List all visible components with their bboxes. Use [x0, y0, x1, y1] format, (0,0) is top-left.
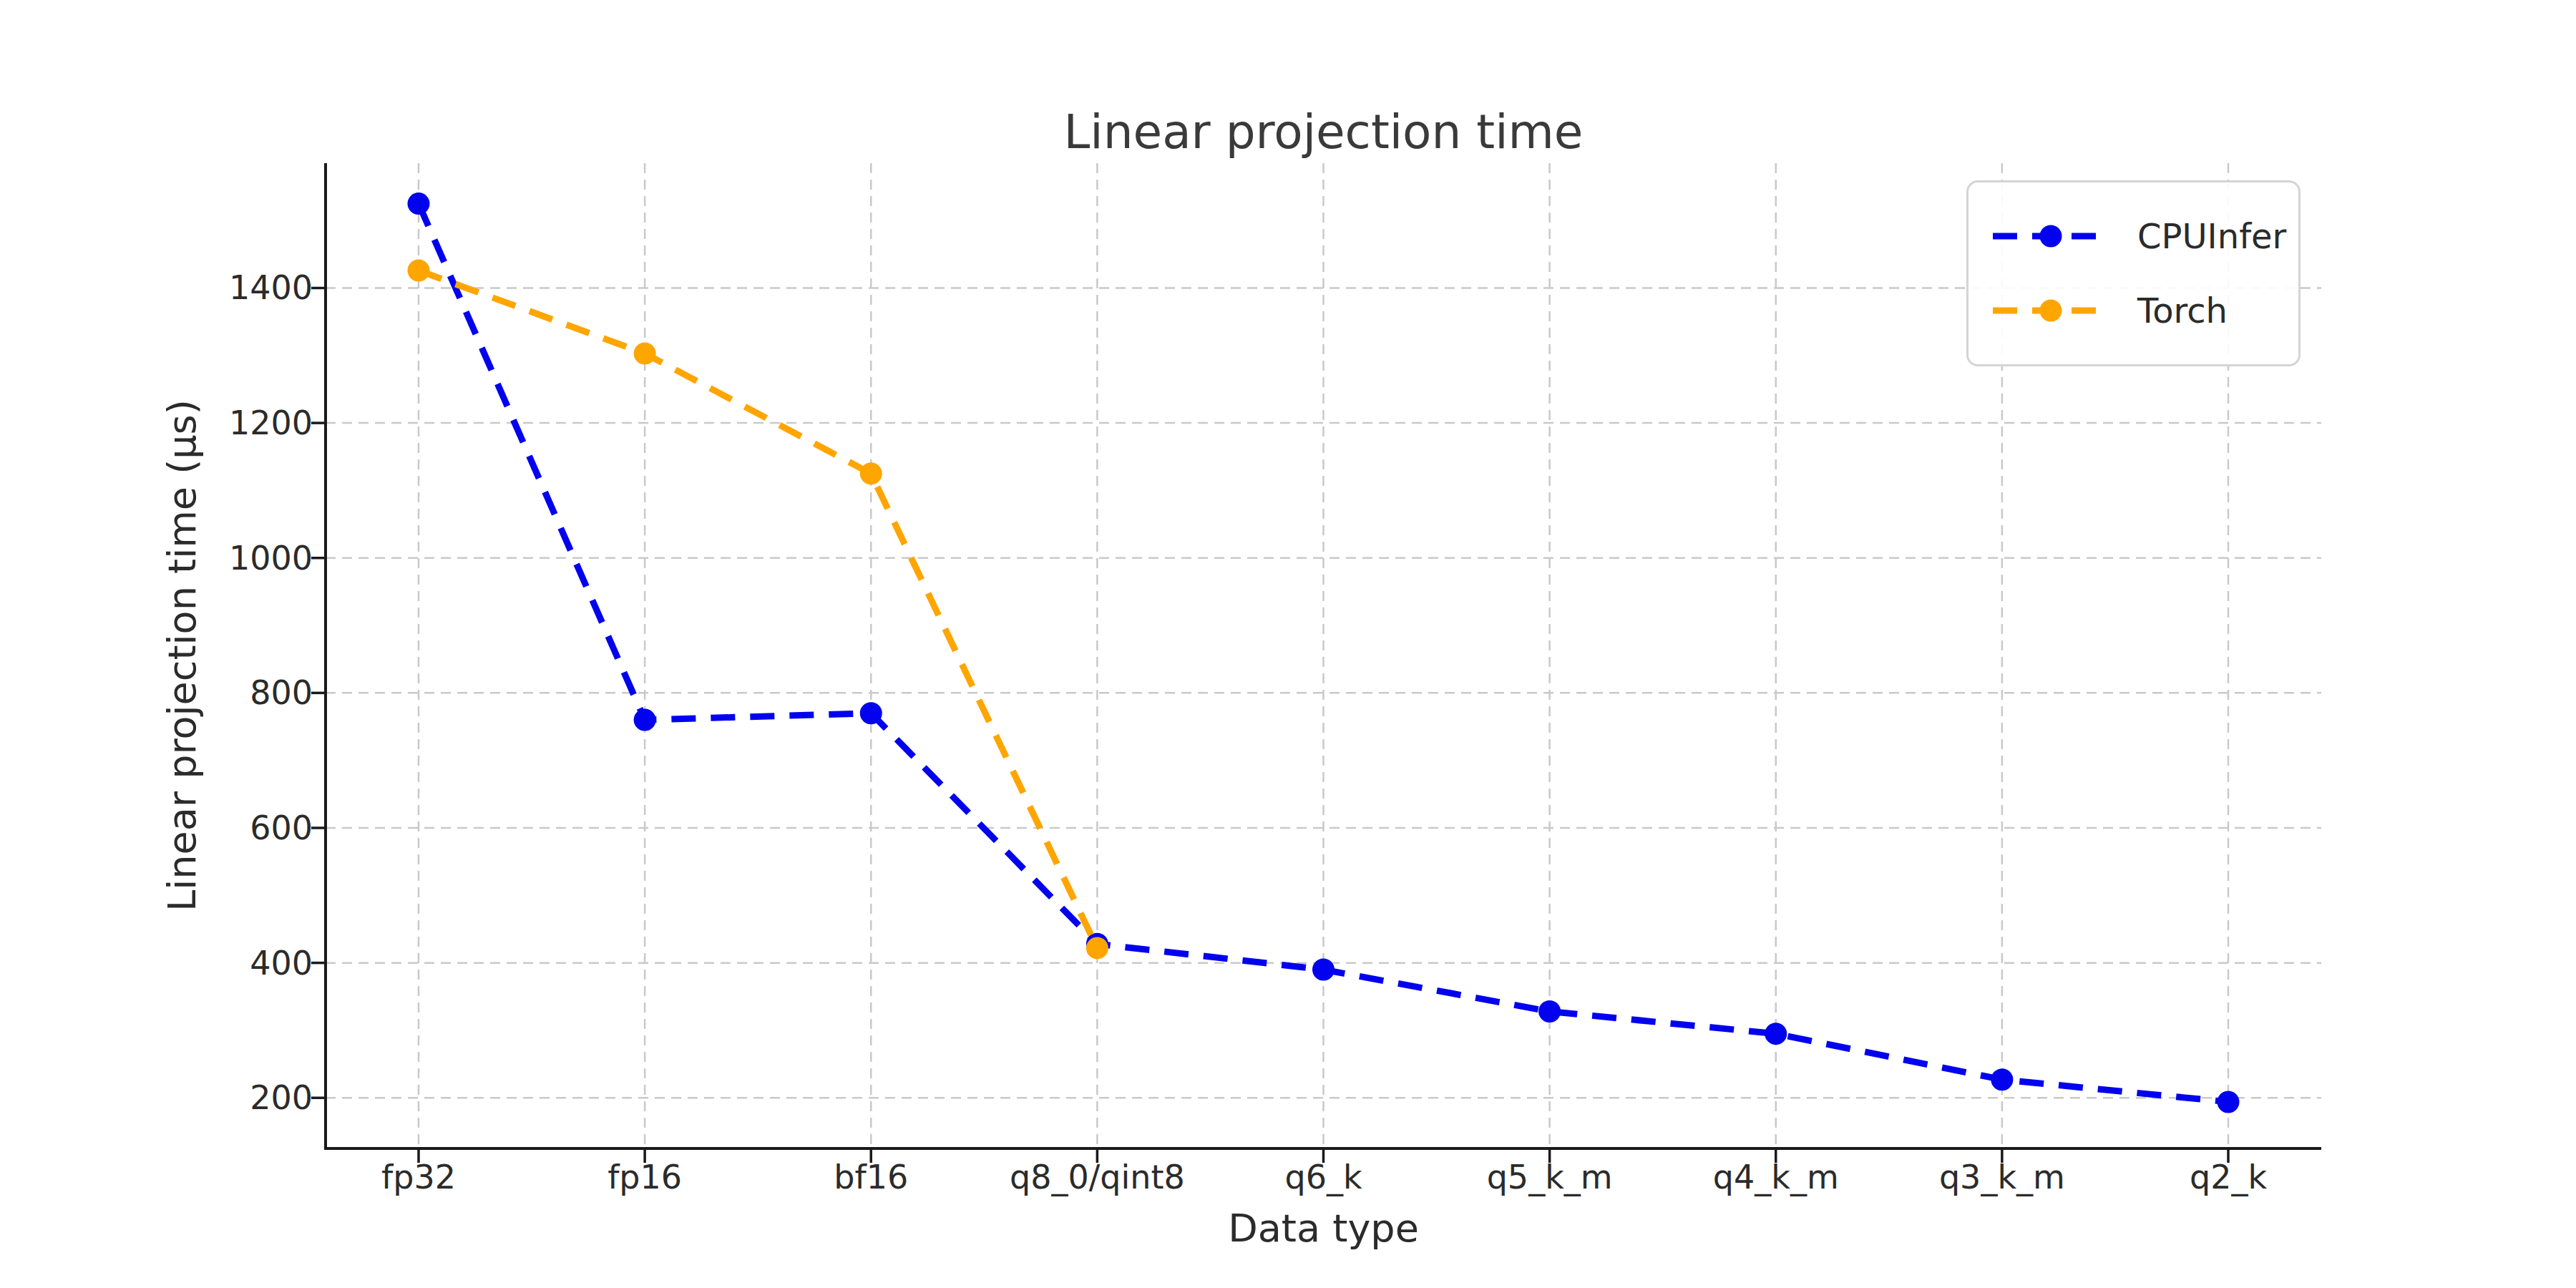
x-tick-label-q8_0/qint8: q8_0/qint8 — [1010, 1161, 1185, 1194]
legend-marker-torch — [2040, 300, 2062, 322]
marker-cpuinfer-q5_k_m — [1538, 1000, 1561, 1023]
legend-line-sample-torch — [1990, 295, 2112, 326]
y-tick-label-800: 800 — [250, 676, 313, 709]
x-tick-label-bf16: bf16 — [834, 1161, 908, 1194]
marker-cpuinfer-q2_k — [2218, 1091, 2240, 1113]
legend-label-cpuinfer: CPUInfer — [2137, 219, 2286, 253]
legend: CPUInfer Torch — [1966, 180, 2301, 366]
marker-cpuinfer-fp16 — [634, 709, 656, 731]
figure: Linear projection time Data type Linear … — [0, 0, 2576, 1288]
legend-item-cpuinfer: CPUInfer — [1990, 199, 2298, 273]
x-tick-label-fp32: fp32 — [381, 1161, 456, 1194]
marker-torch-fp32 — [408, 259, 430, 281]
x-tick-label-q3_k_m: q3_k_m — [1939, 1161, 2065, 1194]
y-tick-label-400: 400 — [250, 947, 313, 980]
legend-marker-cpuinfer — [2040, 225, 2062, 248]
legend-label-torch: Torch — [2137, 293, 2228, 328]
marker-cpuinfer-fp32 — [408, 192, 430, 215]
series-line-torch — [419, 270, 1097, 948]
y-tick-label-1000: 1000 — [229, 542, 313, 575]
y-tick-label-1200: 1200 — [229, 406, 313, 439]
marker-cpuinfer-bf16 — [860, 702, 882, 724]
marker-cpuinfer-q6_k — [1312, 959, 1335, 981]
x-tick-label-q4_k_m: q4_k_m — [1713, 1161, 1839, 1194]
marker-torch-fp16 — [634, 342, 656, 364]
x-tick-label-fp16: fp16 — [608, 1161, 682, 1194]
marker-cpuinfer-q4_k_m — [1765, 1023, 1787, 1045]
x-tick-label-q2_k: q2_k — [2190, 1161, 2267, 1194]
x-tick-label-q6_k: q6_k — [1284, 1161, 1362, 1194]
marker-torch-q8_0/qint8 — [1086, 937, 1108, 959]
legend-item-torch: Torch — [1990, 273, 2298, 348]
y-axis-label: Linear projection time (μs) — [163, 399, 202, 912]
x-axis-label: Data type — [326, 1209, 2321, 1248]
x-tick-label-q5_k_m: q5_k_m — [1487, 1161, 1613, 1194]
legend-line-sample-cpuinfer — [1990, 220, 2112, 252]
chart-title: Linear projection time — [326, 109, 2321, 156]
y-tick-label-600: 600 — [250, 811, 313, 844]
y-tick-label-1400: 1400 — [229, 271, 313, 304]
marker-torch-bf16 — [860, 462, 882, 484]
y-tick-label-200: 200 — [250, 1081, 313, 1114]
marker-cpuinfer-q3_k_m — [1991, 1068, 2013, 1091]
